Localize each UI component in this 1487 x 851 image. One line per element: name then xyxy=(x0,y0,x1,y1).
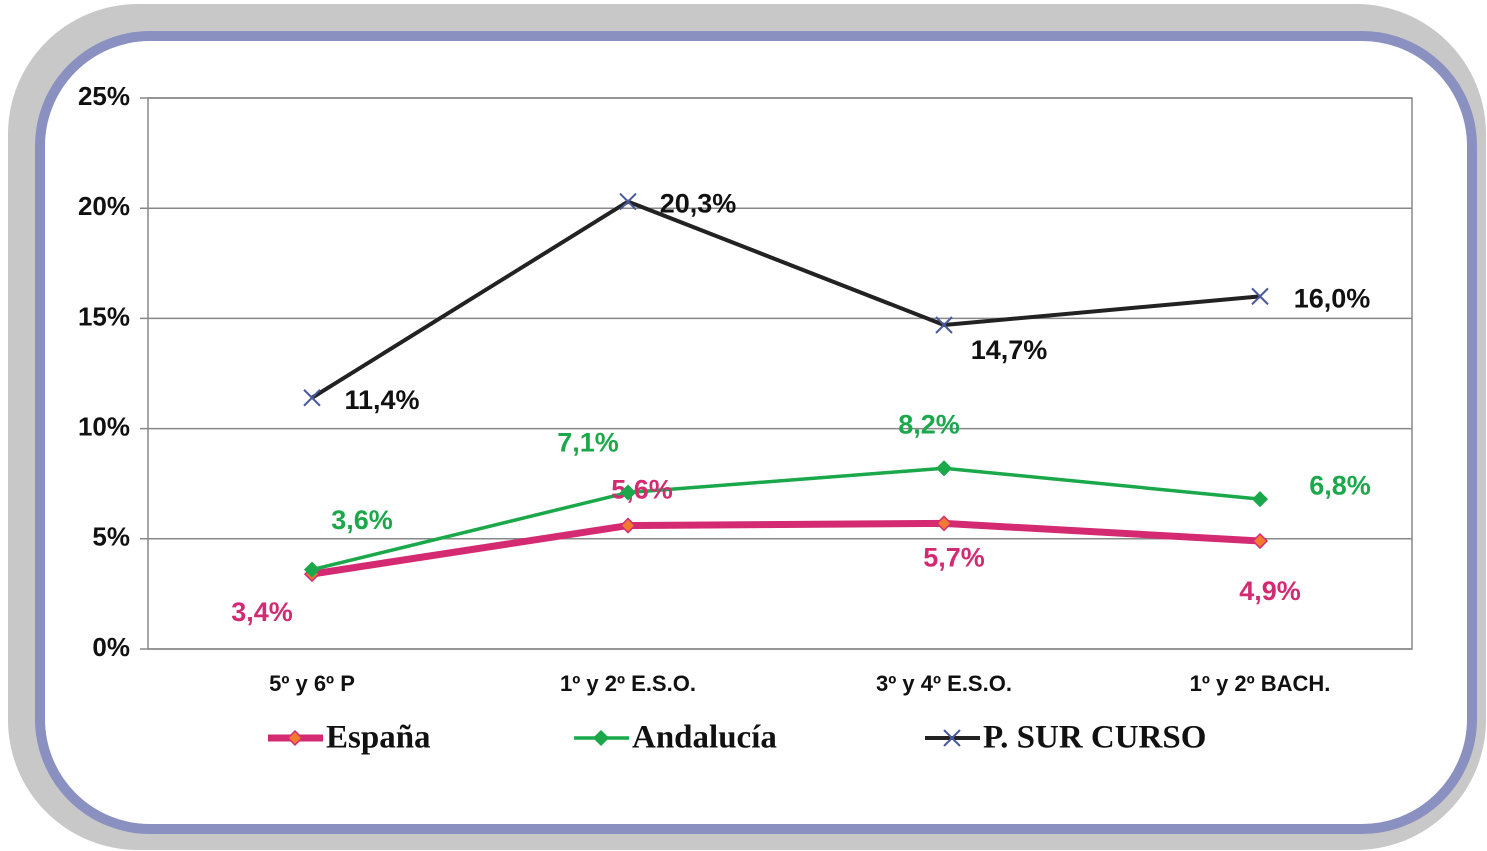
value-label: 6,8% xyxy=(1309,470,1371,500)
y-tick-label: 0% xyxy=(92,632,130,662)
marker xyxy=(935,316,953,334)
legend-label: Andalucía xyxy=(632,720,777,756)
x-tick-label: 3º y 4º E.S.O. xyxy=(876,671,1012,696)
series-line xyxy=(311,466,1261,572)
value-label: 16,0% xyxy=(1294,283,1371,313)
marker xyxy=(303,561,321,578)
series-line xyxy=(310,199,1261,400)
legend-marker xyxy=(592,729,610,747)
value-label: 5,7% xyxy=(923,542,985,572)
x-tick-label: 1º y 2º BACH. xyxy=(1190,671,1331,696)
marker xyxy=(1251,532,1269,550)
marker xyxy=(935,460,953,477)
legend-marker xyxy=(943,729,961,747)
value-label: 20,3% xyxy=(660,189,737,219)
y-tick-label: 15% xyxy=(78,301,130,331)
y-tick-label: 20% xyxy=(78,191,130,221)
y-tick-label: 5% xyxy=(92,522,130,552)
legend-label: España xyxy=(326,720,431,756)
value-label: 5,6% xyxy=(611,475,673,505)
marker xyxy=(619,517,637,534)
value-label: 4,9% xyxy=(1239,576,1301,606)
legend-marker xyxy=(286,729,304,747)
value-label: 7,1% xyxy=(557,428,619,458)
inner-frame xyxy=(35,31,1477,834)
x-tick-label: 1º y 2º E.S.O. xyxy=(560,671,696,696)
y-tick-label: 25% xyxy=(78,81,130,111)
value-label: 3,6% xyxy=(331,505,393,535)
value-label: 11,4% xyxy=(344,385,419,415)
value-label: 8,2% xyxy=(898,409,960,439)
marker xyxy=(1251,491,1269,508)
y-tick-label: 10% xyxy=(78,411,130,441)
legend-label: P. SUR CURSO xyxy=(983,720,1206,756)
value-label: 3,4% xyxy=(231,597,293,627)
value-label: 14,7% xyxy=(971,335,1048,365)
marker xyxy=(935,515,953,532)
series-line xyxy=(311,519,1261,578)
marker xyxy=(619,192,637,211)
marker xyxy=(303,389,321,407)
x-tick-label: 5º y 6º P xyxy=(269,671,355,696)
marker xyxy=(619,484,637,501)
marker xyxy=(1251,287,1269,306)
